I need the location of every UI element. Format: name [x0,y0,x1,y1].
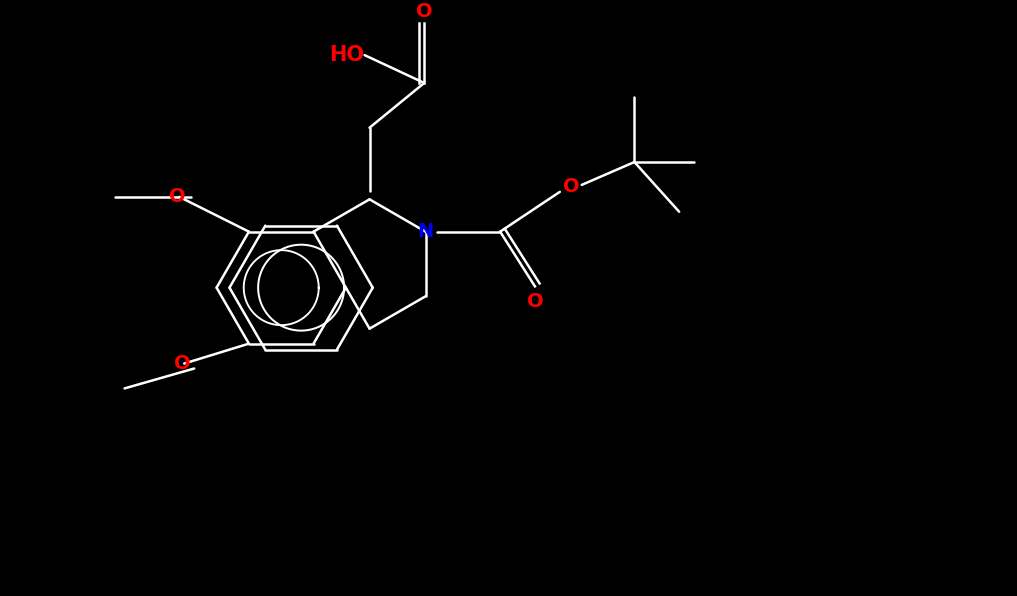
Text: O: O [416,2,432,21]
Text: O: O [174,354,190,373]
Text: N: N [417,222,433,241]
Text: O: O [169,187,185,206]
Text: O: O [563,178,580,197]
Text: O: O [527,292,543,311]
Text: HO: HO [330,45,364,65]
